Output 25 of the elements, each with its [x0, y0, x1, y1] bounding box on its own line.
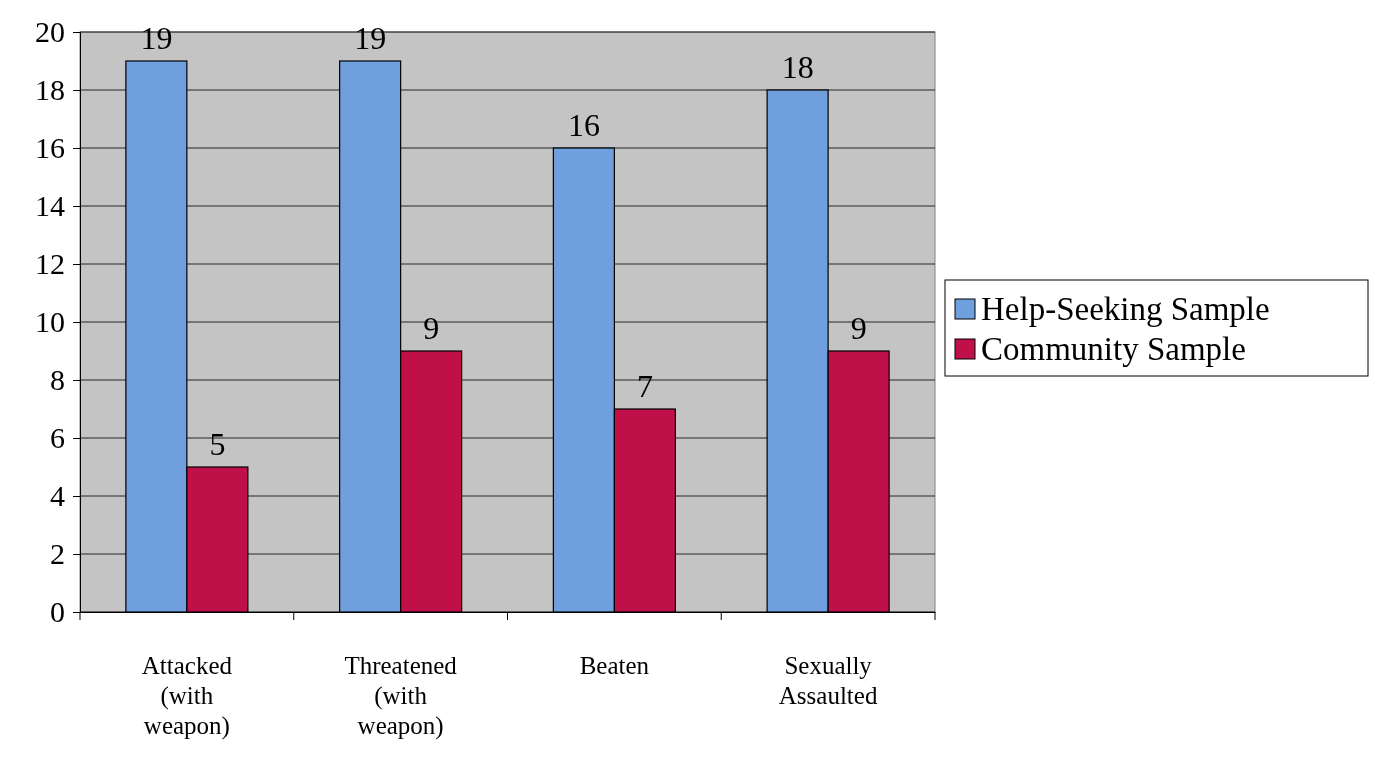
y-tick-label: 14 — [35, 189, 65, 223]
y-tick-label: 6 — [50, 421, 65, 455]
x-tick-label: Sexually Assaulted — [778, 652, 878, 709]
x-tick-label: Threatened (with weapon) — [344, 652, 458, 740]
y-tick-label: 0 — [50, 595, 65, 629]
data-label: 9 — [423, 310, 440, 346]
data-label: 16 — [567, 107, 600, 143]
x-tick-label: Beaten — [579, 652, 650, 679]
y-tick-label: 12 — [35, 247, 65, 281]
data-label: 19 — [140, 20, 173, 56]
y-tick-label: 18 — [35, 73, 65, 107]
data-label: 18 — [781, 49, 814, 85]
data-label: 19 — [354, 20, 387, 56]
y-tick-label: 4 — [50, 479, 65, 513]
data-label: 7 — [636, 368, 653, 404]
data-label: 9 — [850, 310, 867, 346]
legend-label: Help-Seeking Sample — [981, 291, 1270, 327]
y-tick-label: 16 — [35, 131, 65, 165]
legend-label: Community Sample — [981, 331, 1246, 367]
y-tick-label: 8 — [50, 363, 65, 397]
data-label: 5 — [209, 426, 226, 462]
y-tick-label: 2 — [50, 537, 65, 571]
y-tick-label: 10 — [35, 305, 65, 339]
x-tick-label: Attacked (with weapon) — [141, 652, 233, 740]
y-tick-label: 20 — [35, 15, 65, 49]
